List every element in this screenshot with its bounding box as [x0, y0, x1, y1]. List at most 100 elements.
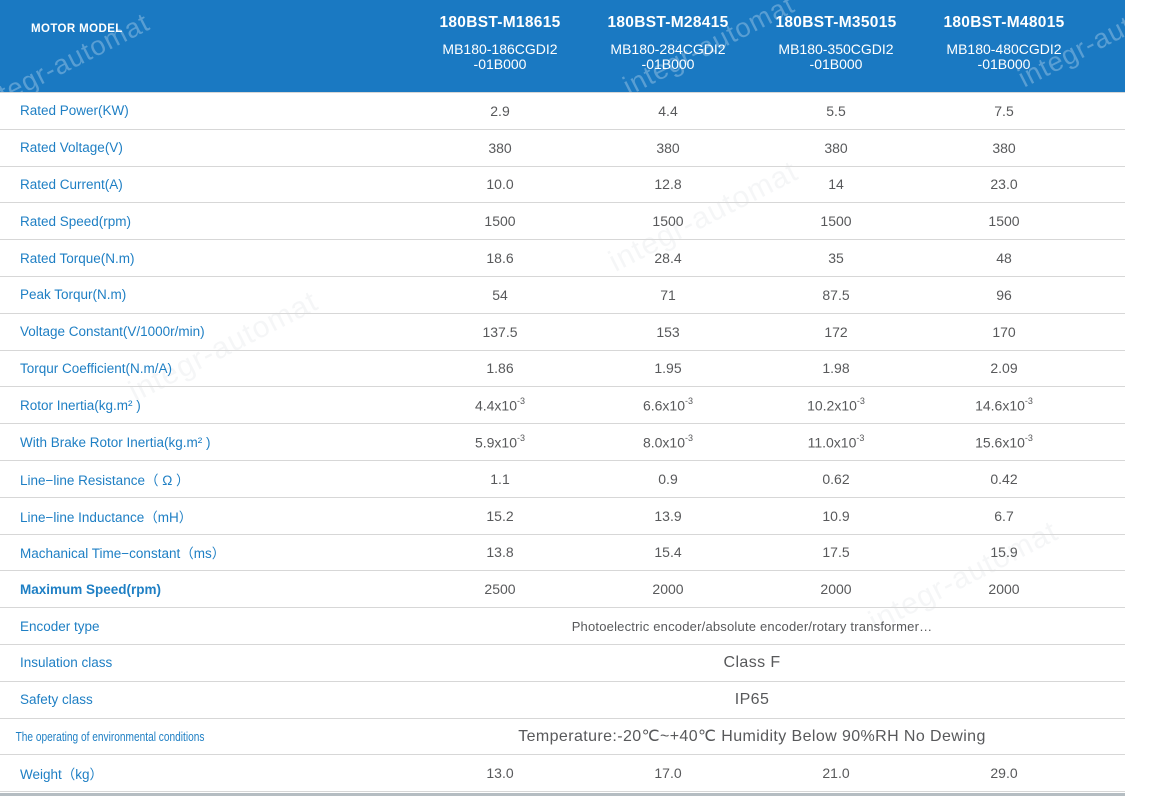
table-row: Line−line Resistance（ Ω ） 1.1 0.9 0.62 0.42	[0, 461, 1125, 498]
table-row: Maximum Speed(rpm) 2500 2000 2000 2000	[0, 571, 1125, 609]
merged-value: IP65	[734, 690, 770, 708]
table-row: Torqur Coefficient(N.m/A) 1.86 1.95 1.98 2.0…	[0, 351, 1125, 388]
model-code-line1: MB180-284CGDI2	[610, 41, 726, 57]
spec-table-body: Rated Power(KW) 2.9 4.4 5.5 7.5 Rated Voltage…	[0, 92, 1125, 793]
spec-value: 380	[992, 139, 1016, 156]
model-name: 180BST-M35015	[775, 14, 897, 31]
row-label: Line−line Inductance（mH）	[20, 509, 193, 525]
model-column-1: 180BST-M18615 MB180-186CGDI2 -01B000	[416, 0, 584, 92]
spec-value: 5.5	[826, 102, 846, 119]
spec-value: 96	[996, 286, 1012, 303]
row-label: Rated Power(KW)	[20, 103, 129, 119]
spec-value: 15.6x10-3	[975, 432, 1033, 451]
spec-value: 15.2	[486, 507, 514, 524]
spec-value: 35	[828, 250, 844, 267]
spec-value: 10.2x10-3	[807, 395, 865, 414]
row-label: Rated Current(A)	[20, 176, 123, 192]
row-label: Torqur Coefficient(N.m/A)	[20, 360, 173, 376]
spec-value: 1500	[988, 213, 1020, 230]
spec-value: 0.9	[658, 470, 678, 487]
model-name: 180BST-M48015	[943, 14, 1065, 31]
model-code-line1: MB180-350CGDI2	[778, 41, 894, 57]
row-label: Weight（kg）	[20, 767, 104, 783]
spec-value: 21.0	[822, 765, 850, 782]
spec-value: 170	[992, 323, 1016, 340]
spec-value: 10.0	[486, 176, 514, 193]
spec-value: 14.6x10-3	[975, 395, 1033, 414]
table-row: Rated Voltage(V) 380 380 380 380	[0, 130, 1125, 167]
spec-value: 2.09	[990, 360, 1018, 377]
model-code-line2: -01B000	[473, 56, 527, 72]
table-row: Encoder type Photoelectric encoder/absolu…	[0, 608, 1125, 645]
table-row: Peak Torqur(N.m) 54 71 87.5 96	[0, 277, 1125, 314]
row-label: Voltage Constant(V/1000r/min)	[20, 324, 205, 340]
row-label: The operating of environmental condition…	[15, 728, 205, 744]
spec-value: 0.62	[822, 470, 850, 487]
spec-value: 71	[660, 286, 676, 303]
spec-value: 4.4	[658, 102, 678, 119]
model-column-2: 180BST-M28415 MB180-284CGDI2 -01B000	[584, 0, 752, 92]
spec-value: 1.95	[654, 360, 682, 377]
spec-value: 7.5	[994, 102, 1014, 119]
spec-value: 1.98	[822, 360, 850, 377]
spec-value: 380	[488, 139, 512, 156]
merged-value: Class F	[723, 653, 781, 671]
row-label: Peak Torqur(N.m)	[20, 287, 127, 303]
model-code: MB180-350CGDI2 -01B000	[752, 42, 920, 72]
table-row: Rated Current(A) 10.0 12.8 14 23.0	[0, 167, 1125, 204]
row-label: Line−line Resistance（ Ω ）	[20, 472, 190, 488]
table-row: The operating of environmental condition…	[0, 719, 1125, 756]
spec-value: 87.5	[822, 286, 850, 303]
spec-value: 18.6	[486, 250, 514, 267]
spec-value: 1.86	[486, 360, 514, 377]
spec-value: 2000	[988, 581, 1020, 598]
spec-value: 13.9	[654, 507, 682, 524]
model-name: 180BST-M28415	[607, 14, 729, 31]
model-code: MB180-284CGDI2 -01B000	[584, 42, 752, 72]
table-row: Machanical Time−constant（ms） 13.8 15.4 17.5…	[0, 535, 1125, 572]
row-label: Insulation class	[20, 655, 113, 671]
model-code-line2: -01B000	[809, 56, 863, 72]
spec-value: 2.9	[490, 102, 510, 119]
table-row: Safety class IP65	[0, 682, 1125, 719]
spec-value: 5.9x10-3	[474, 432, 526, 451]
table-row: With Brake Rotor Inertia(kg.m² ) 5.9x10-3…	[0, 424, 1125, 461]
spec-value: 1500	[820, 213, 852, 230]
row-label: Safety class	[20, 692, 93, 708]
model-name: 180BST-M18615	[439, 14, 561, 31]
model-code: MB180-480CGDI2 -01B000	[920, 42, 1088, 72]
spec-value: 12.8	[654, 176, 682, 193]
model-column-3: 180BST-M35015 MB180-350CGDI2 -01B000	[752, 0, 920, 92]
spec-value: 153	[656, 323, 680, 340]
model-column-4: 180BST-M48015 MB180-480CGDI2 -01B000	[920, 0, 1088, 92]
spec-value: 10.9	[822, 507, 850, 524]
row-label: Rated Voltage(V)	[20, 140, 123, 156]
model-code-line1: MB180-480CGDI2	[946, 41, 1062, 57]
model-code-line1: MB180-186CGDI2	[442, 41, 558, 57]
spec-value: 0.42	[990, 470, 1018, 487]
spec-value: 17.5	[822, 544, 850, 561]
model-code-line2: -01B000	[977, 56, 1031, 72]
table-row: Rotor Inertia(kg.m² ) 4.4x10-3 6.6x10-3 10.…	[0, 387, 1125, 425]
row-label: Rated Torque(N.m)	[20, 250, 135, 266]
row-label: Maximum Speed(rpm)	[20, 581, 162, 597]
spec-value: 29.0	[990, 765, 1018, 782]
spec-value: 48	[996, 250, 1012, 267]
table-row: Voltage Constant(V/1000r/min) 137.5 153 172…	[0, 314, 1125, 351]
spec-value: 4.4x10-3	[474, 395, 526, 414]
spec-value: 28.4	[654, 250, 682, 267]
model-code-line2: -01B000	[641, 56, 695, 72]
spec-value: 172	[824, 323, 848, 340]
spec-value: 2500	[484, 581, 516, 598]
merged-value: Temperature:-20℃~+40℃ Humidity Below 90%…	[518, 728, 986, 746]
spec-table: integr-automat integr-automat integr-aut…	[0, 0, 1125, 797]
spec-value: 14	[828, 176, 844, 193]
spec-value: 13.0	[486, 765, 514, 782]
spec-value: 2000	[652, 581, 684, 598]
table-header: integr-automat integr-automat integr-aut…	[0, 0, 1125, 92]
motor-model-heading: MOTOR MODEL	[31, 23, 123, 35]
spec-value: 1500	[484, 213, 516, 230]
spec-value: 8.0x10-3	[642, 432, 694, 451]
spec-value: 54	[492, 286, 508, 303]
table-row: Rated Speed(rpm) 1500 1500 1500 1500	[0, 203, 1125, 241]
